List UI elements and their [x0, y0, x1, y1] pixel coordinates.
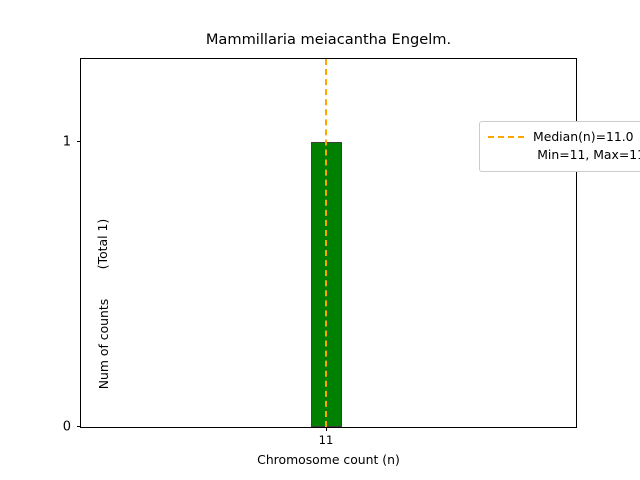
legend-label-median: Median(n)=11.0 [533, 129, 634, 144]
y-axis-label: Num of counts [96, 298, 111, 390]
legend-entry-minmax: Min=11, Max=11 [488, 146, 640, 164]
ytick-label-1: 1 [62, 134, 71, 150]
median-line [325, 59, 328, 427]
chart-title: Mammillaria meiacantha Engelm. [205, 31, 452, 48]
ytick-label-0: 0 [62, 419, 71, 435]
x-axis-label: Chromosome count (n) [257, 452, 400, 467]
legend-label-minmax: Min=11, Max=11 [537, 147, 640, 162]
ytick-mark-1: 1 [63, 136, 81, 149]
legend: Median(n)=11.0 Min=11, Max=11 [479, 121, 640, 172]
plot-area: 0 1 11 Num of counts (Total 1) Median(n)… [63, 58, 640, 446]
ytick-mark-0: 0 [63, 421, 81, 434]
dashed-line-icon [488, 136, 524, 138]
plot-inner [81, 59, 576, 427]
xtick-label-11: 11 [318, 433, 334, 447]
y-axis-total-label: (Total 1) [95, 218, 110, 270]
legend-entry-median: Median(n)=11.0 [488, 128, 640, 146]
xtick-mark-11 [326, 427, 327, 431]
